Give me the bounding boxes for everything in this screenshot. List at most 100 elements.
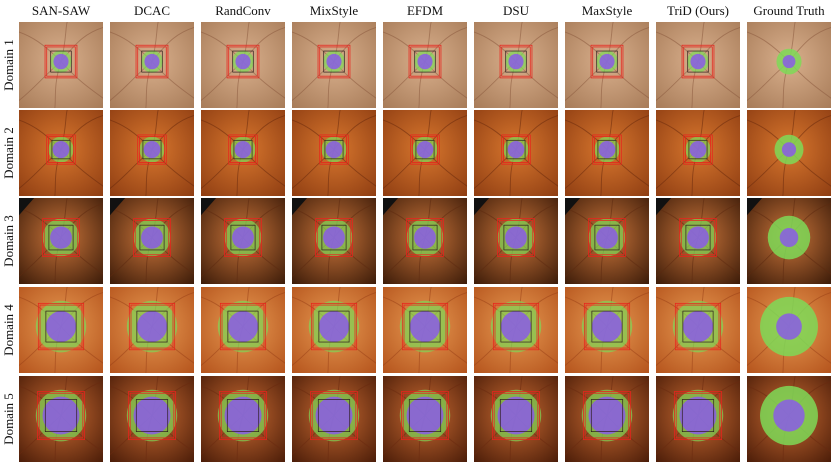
disc-bbox — [135, 44, 169, 79]
fundus-image-cell — [383, 22, 467, 108]
cup-bbox — [48, 224, 74, 251]
cup-bbox — [682, 310, 714, 343]
disc-bbox — [674, 391, 722, 441]
cup-bbox — [45, 310, 77, 343]
optic-cup-mask — [507, 140, 525, 159]
disc-bbox — [408, 44, 442, 79]
fundus-image-cell — [201, 198, 285, 284]
optic-cup-mask — [596, 226, 618, 249]
cup-bbox — [687, 50, 709, 73]
fundus-image-cell — [565, 110, 649, 196]
disc-bbox — [407, 219, 443, 256]
fundus-image-cell — [474, 110, 558, 196]
cup-bbox — [688, 139, 708, 160]
optic-cup-mask — [679, 396, 717, 435]
optic-cup-mask — [505, 226, 527, 249]
disc-bbox — [685, 136, 711, 163]
cup-bbox — [590, 399, 624, 433]
disc-bbox — [43, 219, 79, 256]
disc-bbox — [492, 302, 540, 351]
disc-bbox — [48, 136, 74, 163]
fundus-image-cell — [292, 22, 376, 108]
fundus-image-cell — [747, 376, 831, 462]
disc-bbox — [129, 392, 175, 439]
fundus-image-cell — [656, 198, 740, 284]
disc-bbox — [310, 302, 358, 351]
disc-bbox — [683, 134, 713, 165]
disc-bbox — [492, 391, 540, 441]
fundus-image-cell — [110, 22, 194, 108]
row-label: Domain 1 — [1, 39, 17, 91]
fundus-image-cell — [292, 376, 376, 462]
disc-bbox — [128, 391, 176, 441]
disc-bbox — [39, 304, 83, 349]
optic-cup-mask — [136, 311, 168, 343]
optic-cup-mask — [409, 311, 441, 343]
optic-cup-mask — [53, 53, 69, 70]
cup-bbox — [596, 50, 618, 73]
fundus-image-cell — [383, 376, 467, 462]
optic-cup-mask — [318, 311, 350, 343]
cup-bbox — [597, 139, 617, 160]
cup-bbox — [50, 50, 72, 73]
cup-bbox — [412, 224, 438, 251]
cup-bbox — [226, 399, 260, 433]
optic-cup-mask — [599, 53, 615, 70]
disc-bbox — [676, 304, 720, 349]
fundus-image-cell — [747, 22, 831, 108]
cup-bbox — [409, 310, 441, 343]
fundus-image-cell — [201, 110, 285, 196]
optic-cup-mask — [414, 226, 436, 249]
optic-cup-mask — [326, 53, 342, 70]
cup-bbox — [505, 50, 527, 73]
fundus-image-cell — [747, 198, 831, 284]
optic-cup-mask — [500, 311, 532, 343]
disc-bbox — [583, 391, 631, 441]
column-header: RandConv — [215, 3, 271, 18]
disc-bbox — [228, 46, 258, 77]
disc-bbox — [584, 392, 630, 439]
column-header: EFDM — [406, 3, 444, 18]
fundus-image-cell — [383, 110, 467, 196]
optic-cup-mask — [323, 226, 345, 249]
optic-cup-mask — [591, 311, 623, 343]
fundus-image-cell — [656, 287, 740, 373]
column-header: DSU — [502, 3, 529, 18]
cup-bbox — [408, 399, 442, 433]
cup-bbox — [317, 399, 351, 433]
cup-bbox — [594, 224, 620, 251]
disc-bbox — [675, 392, 721, 439]
column-header: MaxStyle — [581, 3, 633, 18]
disc-bbox — [497, 218, 535, 257]
optic-cup-mask — [508, 53, 524, 70]
optic-cup-mask — [598, 140, 616, 159]
optic-cup-mask — [315, 396, 353, 435]
fundus-image-cell — [110, 376, 194, 462]
fundus-image-cell — [565, 287, 649, 373]
disc-bbox — [406, 218, 444, 257]
column-header: DCAC — [133, 3, 171, 18]
cup-bbox — [318, 310, 350, 343]
disc-bbox — [133, 218, 171, 257]
disc-bbox — [37, 391, 85, 441]
disc-bbox — [46, 134, 76, 165]
optic-cup-mask — [773, 399, 805, 432]
fundus-image-cell — [474, 376, 558, 462]
fundus-image-cell — [19, 198, 103, 284]
fundus-image-cell — [110, 110, 194, 196]
cup-bbox — [500, 310, 532, 343]
disc-bbox — [46, 46, 76, 77]
optic-cup-mask — [687, 226, 709, 249]
cup-bbox — [135, 399, 169, 433]
column-header: TriD (Ours) — [667, 3, 729, 18]
cup-bbox — [233, 139, 253, 160]
cup-bbox — [591, 310, 623, 343]
optic-cup-mask — [227, 311, 259, 343]
disc-bbox — [139, 136, 165, 163]
disc-bbox — [501, 46, 531, 77]
disc-bbox — [592, 46, 622, 77]
disc-bbox — [317, 44, 351, 79]
optic-cup-mask — [406, 396, 444, 435]
disc-bbox — [319, 134, 349, 165]
